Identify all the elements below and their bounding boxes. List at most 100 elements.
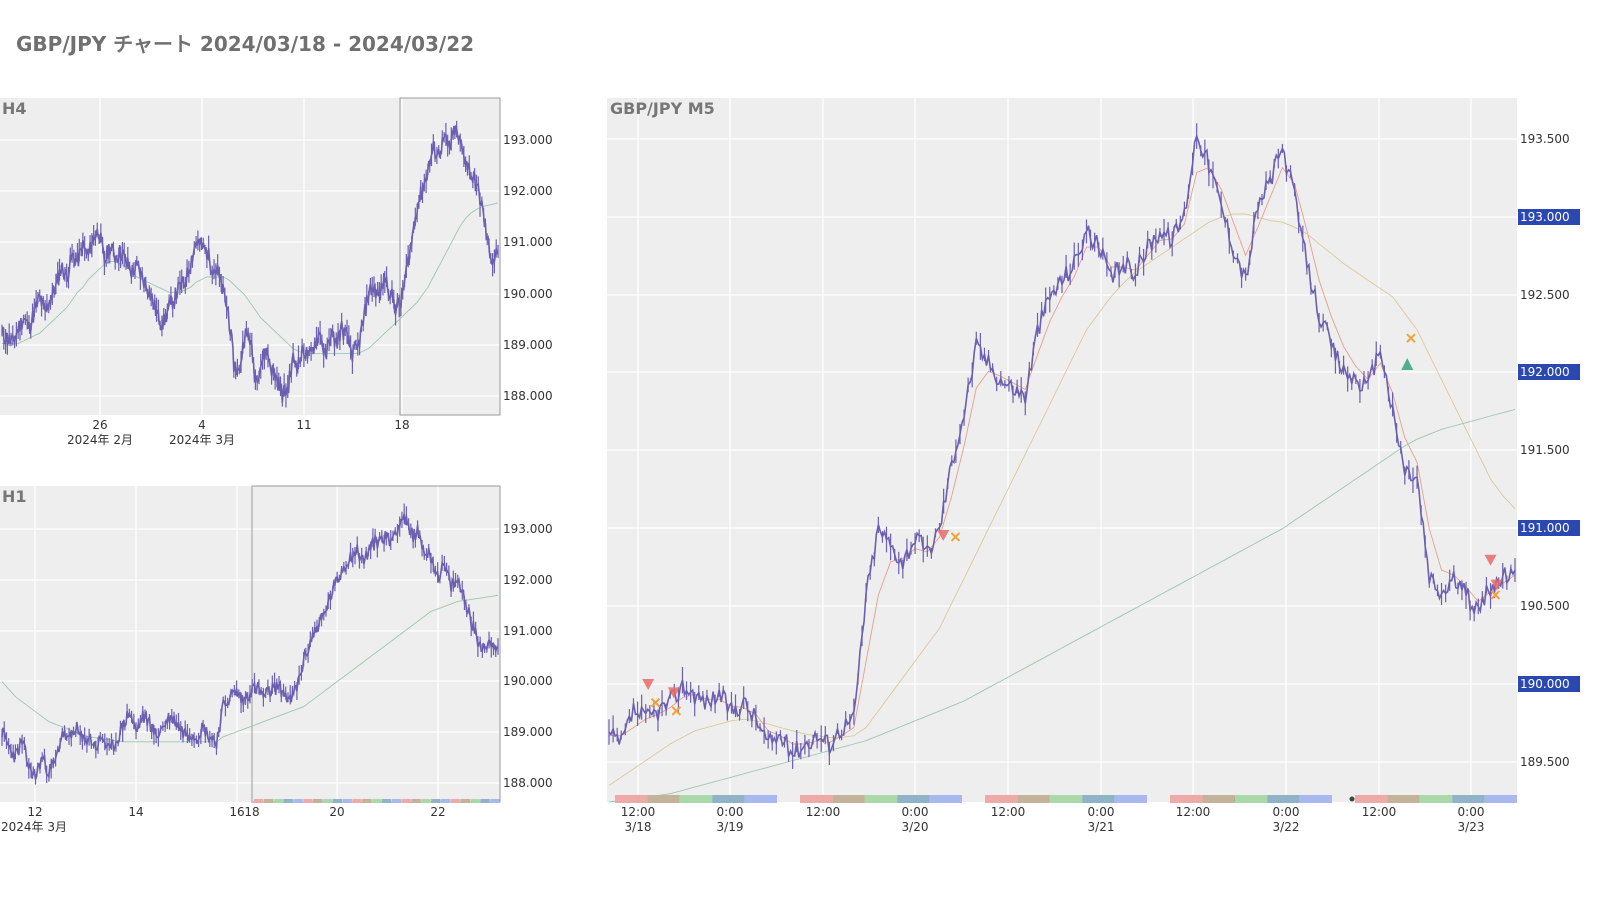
m5-sell-marker-0: [642, 679, 655, 691]
m5-x-tick-label: 0:00: [1273, 805, 1300, 819]
h1-x-tick-label: 18: [244, 805, 259, 819]
m5-session-segment: [679, 795, 713, 803]
m5-price-label-bg: [1518, 676, 1580, 692]
m5-x-tick-label: 0:00: [902, 805, 929, 819]
h1-session-segment: [431, 799, 441, 803]
m5-exit-marker-4: [1490, 590, 1501, 600]
m5-exit-marker-0: [650, 697, 661, 708]
h1-x-tick-label: 12: [27, 805, 42, 819]
m5-buy-marker-0: [1401, 358, 1414, 371]
m5-sell-marker-1: [667, 687, 680, 699]
m5-x-tick-label: 0:00: [717, 805, 744, 819]
m5-x-tick-sublabel: 3/20: [902, 820, 929, 834]
h1-y-tick-label: 190.000: [503, 674, 553, 688]
m5-y-tick-label: 190.000: [1520, 677, 1570, 691]
h1-session-segment: [440, 799, 451, 803]
m5-session-segment: [744, 795, 777, 803]
h4-y-tick-label: 193.000: [503, 133, 553, 147]
m5-y-tick-label: 191.000: [1520, 521, 1570, 535]
m5-x-tick-sublabel: 3/21: [1088, 820, 1115, 834]
m5-x-tick-label: 12:00: [991, 805, 1026, 819]
m5-x-tick-label: 0:00: [1458, 805, 1485, 819]
h1-panel: H1 193.000 192.000 191.000 190.000 189.000 188…: [0, 485, 553, 834]
h4-panel-label: H4: [2, 99, 27, 118]
h1-session-segment: [391, 799, 402, 803]
m5-session-segment: [1170, 795, 1203, 803]
m5-x-tick-sublabel: 3/19: [717, 820, 744, 834]
m5-exit-marker-2: [950, 532, 961, 542]
h4-x-tick-label: 11: [296, 418, 311, 432]
h1-session-segment: [263, 799, 274, 803]
m5-panel-label: GBP/JPY M5: [610, 99, 715, 118]
h1-session-segment: [273, 799, 284, 803]
m5-x-tick-sublabel: 3/18: [625, 820, 652, 834]
m5-x-tick-label: 12:00: [1362, 805, 1397, 819]
m5-x-tick-label: 12:00: [806, 805, 841, 819]
m5-session-segment: [1452, 795, 1485, 803]
h1-session-segment: [480, 799, 490, 803]
h1-session-segment: [254, 799, 264, 803]
h1-x-tick-sublabel: 2024年 3月: [1, 820, 67, 834]
m5-ma-line-2: [608, 408, 1516, 803]
m5-y-tick-label: 193.000: [1520, 210, 1570, 224]
m5-session-segment: [832, 795, 865, 803]
h1-plot-area: [0, 486, 500, 802]
h1-session-segment: [421, 799, 431, 803]
h4-y-tick-label: 191.000: [503, 235, 553, 249]
h1-x-tick-label: 20: [329, 805, 344, 819]
h1-x-tick-label: 22: [430, 805, 445, 819]
h1-x-tick-label: 16: [229, 805, 244, 819]
h1-price-line: [1, 513, 499, 780]
m5-sell-marker-4: [1490, 579, 1503, 591]
m5-session-segment: [897, 795, 930, 803]
m5-price-label-bg: [1518, 364, 1580, 380]
h4-x-tick-sublabel: 2024年 3月: [169, 433, 235, 447]
h1-session-segment: [303, 799, 313, 803]
m5-y-tick-label: 192.500: [1520, 288, 1570, 302]
m5-event-dot: [1349, 796, 1355, 802]
h4-y-tick-label: 188.000: [503, 389, 553, 403]
m5-exit-marker-3: [1406, 333, 1416, 343]
h4-ma-line-0: [2, 202, 499, 355]
m5-price-label-bg: [1518, 209, 1580, 225]
h1-session-segment: [293, 799, 303, 803]
m5-exit-marker-1: [671, 706, 682, 716]
h1-y-tick-label: 192.000: [503, 573, 553, 587]
m5-panel: GBP/JPY M5 193.500 193.000 192.500 192.000 19…: [607, 98, 1580, 834]
h1-session-segment: [470, 799, 480, 803]
m5-sell-marker-2: [937, 529, 950, 541]
h1-session-segment: [332, 799, 343, 803]
m5-price-label-bg: [1518, 520, 1580, 536]
m5-session-segment: [1082, 795, 1115, 803]
h4-x-tick-label: 4: [198, 418, 206, 432]
m5-sell-marker-3: [1484, 554, 1497, 566]
m5-session-segment: [615, 795, 648, 803]
h1-y-tick-label: 193.000: [503, 522, 553, 536]
h4-price-line: [1, 125, 499, 403]
h4-range-highlight: [399, 97, 501, 416]
h4-x-tick-sublabel: 2024年 2月: [67, 433, 133, 447]
h1-session-segment: [362, 799, 372, 803]
h1-session-segment: [490, 799, 500, 803]
h1-session-segment: [381, 799, 392, 803]
h1-session-segment: [283, 799, 293, 803]
m5-session-segment: [1017, 795, 1050, 803]
m5-session-segment: [1267, 795, 1300, 803]
h1-session-segment: [352, 799, 362, 803]
m5-session-segment: [1114, 795, 1147, 803]
m5-y-tick-label: 189.500: [1520, 755, 1570, 769]
m5-x-tick-sublabel: 3/23: [1458, 820, 1485, 834]
m5-ma-line-1: [608, 213, 1516, 786]
h1-session-segment: [313, 799, 323, 803]
page-title: GBP/JPY チャート 2024/03/18 - 2024/03/22: [16, 32, 475, 56]
m5-session-segment: [1299, 795, 1332, 803]
m5-x-tick-label: 12:00: [621, 805, 656, 819]
h1-panel-label: H1: [2, 487, 27, 506]
h4-panel: H4 193.000 192.000 191.000 190.000 189.000 188…: [0, 97, 553, 447]
m5-y-tick-label: 191.500: [1520, 443, 1570, 457]
m5-session-segment: [985, 795, 1018, 803]
m5-session-segment: [800, 795, 833, 803]
h1-y-tick-label: 189.000: [503, 725, 553, 739]
h1-session-segment: [450, 799, 461, 803]
